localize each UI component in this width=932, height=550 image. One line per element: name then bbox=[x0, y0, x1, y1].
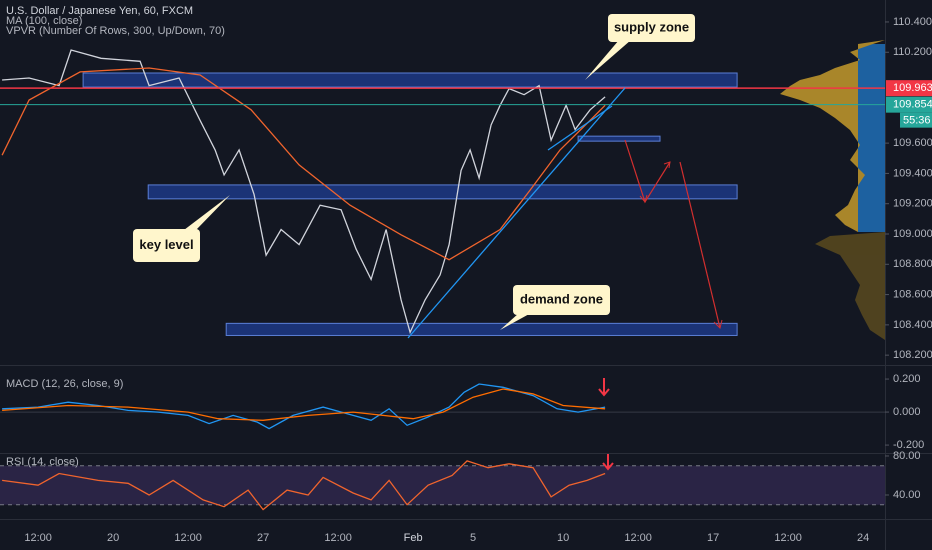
macd-pane: 0.200 0.000 -0.200 bbox=[0, 373, 924, 451]
y-tick-label: 0.000 bbox=[893, 406, 921, 418]
callout bbox=[513, 285, 610, 315]
callout-pointer bbox=[184, 195, 230, 230]
series-line bbox=[2, 383, 606, 430]
price-label: 109.854 bbox=[893, 99, 932, 111]
price-label-box bbox=[886, 80, 932, 97]
x-tick-label: 24 bbox=[857, 532, 869, 544]
y-tick-label: 109.600 bbox=[893, 137, 932, 149]
y-tick-label: 108.600 bbox=[893, 288, 932, 300]
y-tick-label: 109.200 bbox=[893, 198, 932, 210]
y-tick-label: 110.200 bbox=[893, 46, 932, 58]
annotation: key level bbox=[139, 237, 193, 252]
x-tick-label: 12:00 bbox=[774, 532, 802, 544]
series-line bbox=[2, 49, 606, 335]
rsi-title: RSI (14, close) bbox=[6, 456, 79, 468]
price-label: 109.963 bbox=[893, 82, 932, 94]
y-tick-label: -0.200 bbox=[893, 439, 924, 451]
x-tick-label: 12:00 bbox=[174, 532, 202, 544]
zone bbox=[577, 135, 661, 142]
price-label-box bbox=[886, 96, 932, 113]
chart-title: U.S. Dollar / Japanese Yen, 60, FXCM bbox=[6, 5, 193, 17]
x-tick-label: 12:00 bbox=[24, 532, 52, 544]
callout bbox=[133, 229, 200, 262]
profile-label: VPVR (Number Of Rows, 300, Up/Down, 70) bbox=[6, 25, 225, 37]
x-tick-label: 12:00 bbox=[624, 532, 652, 544]
zone bbox=[82, 72, 738, 88]
series-line bbox=[2, 388, 606, 421]
x-tick-label: 5 bbox=[470, 532, 476, 544]
rsi-pane bbox=[0, 460, 885, 511]
x-tick-label: 17 bbox=[707, 532, 719, 544]
y-tick-label: 109.400 bbox=[893, 167, 932, 179]
zone bbox=[147, 184, 738, 200]
x-tick-label: 20 bbox=[107, 532, 119, 544]
y-tick-label: 108.800 bbox=[893, 258, 932, 270]
zone bbox=[225, 322, 738, 336]
annotation: demand zone bbox=[520, 291, 603, 306]
callout-pointer bbox=[585, 40, 631, 80]
y-tick-label: 109.000 bbox=[893, 228, 932, 240]
callout-pointer bbox=[500, 313, 531, 330]
legend-label: MA (100, close) bbox=[6, 15, 82, 27]
series-line bbox=[2, 460, 606, 511]
x-tick-label: 27 bbox=[257, 532, 269, 544]
callout bbox=[608, 14, 695, 42]
y-tick-label: 108.400 bbox=[893, 319, 932, 331]
annotation: supply zone bbox=[614, 19, 689, 34]
price-pane bbox=[0, 49, 885, 336]
y-tick-label: 40.00 bbox=[893, 489, 921, 501]
series-line bbox=[1, 67, 606, 261]
y-tick-label: 80.00 bbox=[893, 450, 921, 462]
countdown-box bbox=[900, 112, 932, 128]
y-tick-label: 108.200 bbox=[893, 349, 932, 361]
drawings bbox=[407, 87, 723, 471]
x-tick-label: 12:00 bbox=[324, 532, 352, 544]
x-tick-label: Feb bbox=[404, 532, 423, 544]
macd-title: MACD (12, 26, close, 9) bbox=[6, 378, 123, 390]
x-tick-label: 10 bbox=[557, 532, 569, 544]
rsi-band bbox=[0, 465, 885, 505]
y-tick-label: 110.400 bbox=[893, 16, 932, 28]
countdown: 55:36 bbox=[903, 115, 931, 127]
y-tick-label: 0.200 bbox=[893, 373, 921, 385]
